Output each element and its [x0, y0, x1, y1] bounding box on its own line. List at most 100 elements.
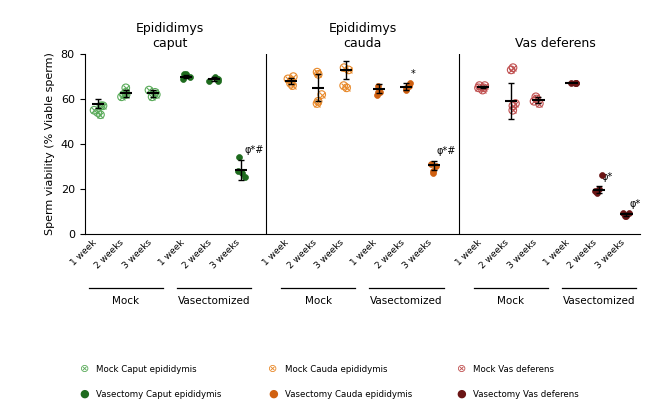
Text: Epididimys
caput: Epididimys caput — [136, 22, 204, 50]
Point — [116, 93, 127, 100]
Text: Vasectomized: Vasectomized — [177, 296, 250, 306]
Point — [317, 91, 327, 98]
Point — [283, 75, 293, 82]
Point — [339, 64, 349, 71]
Text: 3 weeks: 3 weeks — [313, 238, 346, 270]
Point — [96, 103, 106, 109]
Y-axis label: Sperm viability (% Viable sperm): Sperm viability (% Viable sperm) — [45, 53, 55, 235]
Point — [120, 85, 131, 91]
Point — [287, 82, 298, 89]
Point — [428, 170, 438, 176]
Point — [428, 168, 438, 174]
Text: 2 weeks: 2 weeks — [286, 238, 318, 270]
Point — [151, 91, 161, 98]
Point — [144, 87, 154, 93]
Point — [209, 73, 220, 80]
Point — [618, 210, 628, 217]
Point — [92, 109, 103, 116]
Point — [96, 111, 106, 118]
Point — [147, 93, 157, 100]
Point — [531, 95, 541, 102]
Text: ⊗: ⊗ — [80, 364, 89, 374]
Point — [372, 91, 383, 98]
Point — [120, 85, 131, 91]
Point — [339, 82, 349, 89]
Text: φ*: φ* — [629, 199, 640, 209]
Point — [96, 103, 106, 109]
Point — [473, 85, 484, 91]
Point — [529, 98, 539, 105]
Text: ●: ● — [79, 389, 90, 399]
Text: 1 week: 1 week — [350, 238, 379, 267]
Point — [431, 163, 441, 170]
Text: 3 weeks: 3 weeks — [121, 238, 153, 270]
Point — [473, 85, 484, 91]
Point — [240, 174, 250, 181]
Text: Mock Cauda epididymis: Mock Cauda epididymis — [285, 364, 387, 374]
Point — [98, 103, 108, 109]
Text: Mock Vas deferens: Mock Vas deferens — [473, 364, 554, 374]
Point — [144, 87, 154, 93]
Text: ●: ● — [268, 389, 278, 399]
Point — [405, 80, 415, 87]
Point — [531, 95, 541, 102]
Text: φ*: φ* — [602, 172, 613, 182]
Text: 1 week: 1 week — [454, 238, 484, 267]
Point — [426, 161, 436, 167]
Point — [312, 69, 322, 75]
Point — [341, 85, 352, 91]
Point — [343, 67, 354, 73]
Point — [508, 64, 518, 71]
Point — [118, 91, 129, 98]
Point — [571, 80, 581, 87]
Point — [204, 78, 214, 84]
Point — [534, 100, 545, 107]
Point — [151, 91, 161, 98]
Point — [341, 85, 352, 91]
Point — [534, 100, 545, 107]
Text: Vasectomy Cauda epididymis: Vasectomy Cauda epididymis — [285, 389, 412, 399]
Point — [375, 89, 385, 95]
Text: 2 weeks: 2 weeks — [566, 238, 599, 270]
Point — [92, 109, 103, 116]
Point — [286, 78, 296, 84]
Point — [96, 111, 106, 118]
Text: Vasectomy Vas deferens: Vasectomy Vas deferens — [473, 389, 579, 399]
Point — [480, 82, 490, 89]
Text: Mock: Mock — [305, 296, 332, 306]
Point — [98, 103, 108, 109]
Point — [233, 168, 243, 174]
Text: Vasectomized: Vasectomized — [370, 296, 443, 306]
Point — [116, 93, 127, 100]
Point — [121, 89, 131, 95]
Point — [478, 85, 489, 91]
Point — [571, 80, 581, 87]
Text: Epididimys
cauda: Epididimys cauda — [328, 22, 396, 50]
Point — [313, 71, 324, 78]
Text: *: * — [411, 69, 415, 79]
Point — [592, 190, 603, 196]
Point — [288, 73, 298, 80]
Point — [343, 67, 354, 73]
Point — [508, 64, 518, 71]
Point — [339, 64, 349, 71]
Point — [283, 75, 293, 82]
Text: 1 week: 1 week — [157, 238, 187, 267]
Point — [285, 80, 296, 87]
Text: 3 weeks: 3 weeks — [506, 238, 538, 270]
Point — [339, 82, 349, 89]
Point — [508, 107, 518, 113]
Point — [147, 93, 157, 100]
Point — [121, 89, 131, 95]
Point — [313, 98, 323, 105]
Point — [313, 71, 324, 78]
Point — [593, 185, 604, 192]
Point — [233, 154, 244, 161]
Point — [597, 172, 608, 178]
Point — [506, 67, 516, 73]
Point — [178, 75, 188, 82]
Point — [150, 89, 161, 95]
Text: 3 weeks: 3 weeks — [209, 238, 241, 270]
Text: ⊗: ⊗ — [457, 364, 466, 374]
Point — [400, 85, 411, 91]
